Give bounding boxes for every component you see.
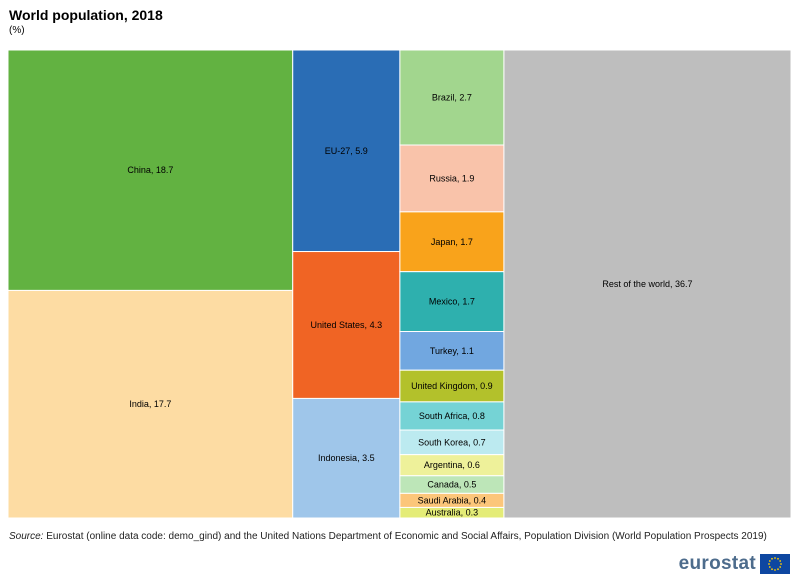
eu-flag-star [768,560,771,562]
treemap-label-saudi-arabia: Saudi Arabia, 0.4 [418,495,487,505]
treemap-label-united-states: United States, 4.3 [311,320,383,330]
eu-flag-star [774,557,776,559]
treemap-label-canada: Canada, 0.5 [427,480,476,490]
treemap-label-china: China, 18.7 [127,165,173,175]
eu-flag-star [774,569,776,571]
treemap-cell-brazil [399,49,505,146]
treemap-label-eu-27: EU-27, 5.9 [325,146,368,156]
treemap-label-india: India, 17.7 [129,399,171,409]
eurostat-logo-text: eurostat [678,553,756,574]
eu-flag-star [771,568,773,571]
treemap-cell-rest-of-the-world [503,49,792,519]
treemap-label-japan: Japan, 1.7 [431,237,473,247]
eu-flag-star [768,563,770,565]
treemap-chart: China, 18.7 India, 17.7 EU-27, 5.9 United S… [7,49,792,519]
treemap-cell-united-states [292,251,401,399]
treemap-label-argentina: Argentina, 0.6 [424,460,480,470]
eu-flag-background [760,554,790,574]
source-note: Source: Eurostat (online data code: demo… [9,531,767,542]
treemap-label-brazil: Brazil, 2.7 [432,93,472,103]
treemap-label-indonesia: Indonesia, 3.5 [318,453,375,463]
treemap-label-turkey: Turkey, 1.1 [430,346,474,356]
eu-flag-star [771,557,773,560]
treemap-label-australia: Australia, 0.3 [426,508,479,518]
eurostat-logo: eurostat [679,553,790,575]
treemap-cell-russia [399,144,505,213]
treemap-label-russia: Russia, 1.9 [429,173,474,183]
treemap-label-south-africa: South Africa, 0.8 [419,411,485,421]
source-text: Eurostat (online data code: demo_gind) a… [46,531,767,542]
treemap-cell-india [7,289,294,519]
treemap-label-south-korea: South Korea, 0.7 [418,437,486,447]
chart-subtitle: (%) [9,25,25,36]
eu-flag-star [768,566,771,568]
treemap-cell-eu-27 [292,49,401,253]
eu-flag-star [780,563,782,565]
eu-flag-star [779,566,782,568]
eu-flag-star [777,557,779,560]
eu-flag-star [779,560,782,562]
treemap-cell-china [7,49,294,291]
source-label: Source: [9,531,44,542]
eu-flag-icon [760,554,790,574]
chart-title: World population, 2018 [9,7,163,23]
treemap-label-united-kingdom: United Kingdom, 0.9 [411,381,493,391]
eu-flag-star [777,568,779,571]
treemap-cell-south-africa [399,401,505,431]
treemap-cell-united-kingdom [399,369,505,403]
treemap-label-mexico: Mexico, 1.7 [429,297,475,307]
treemap-label-rest-of-the-world: Rest of the world, 36.7 [602,279,692,289]
